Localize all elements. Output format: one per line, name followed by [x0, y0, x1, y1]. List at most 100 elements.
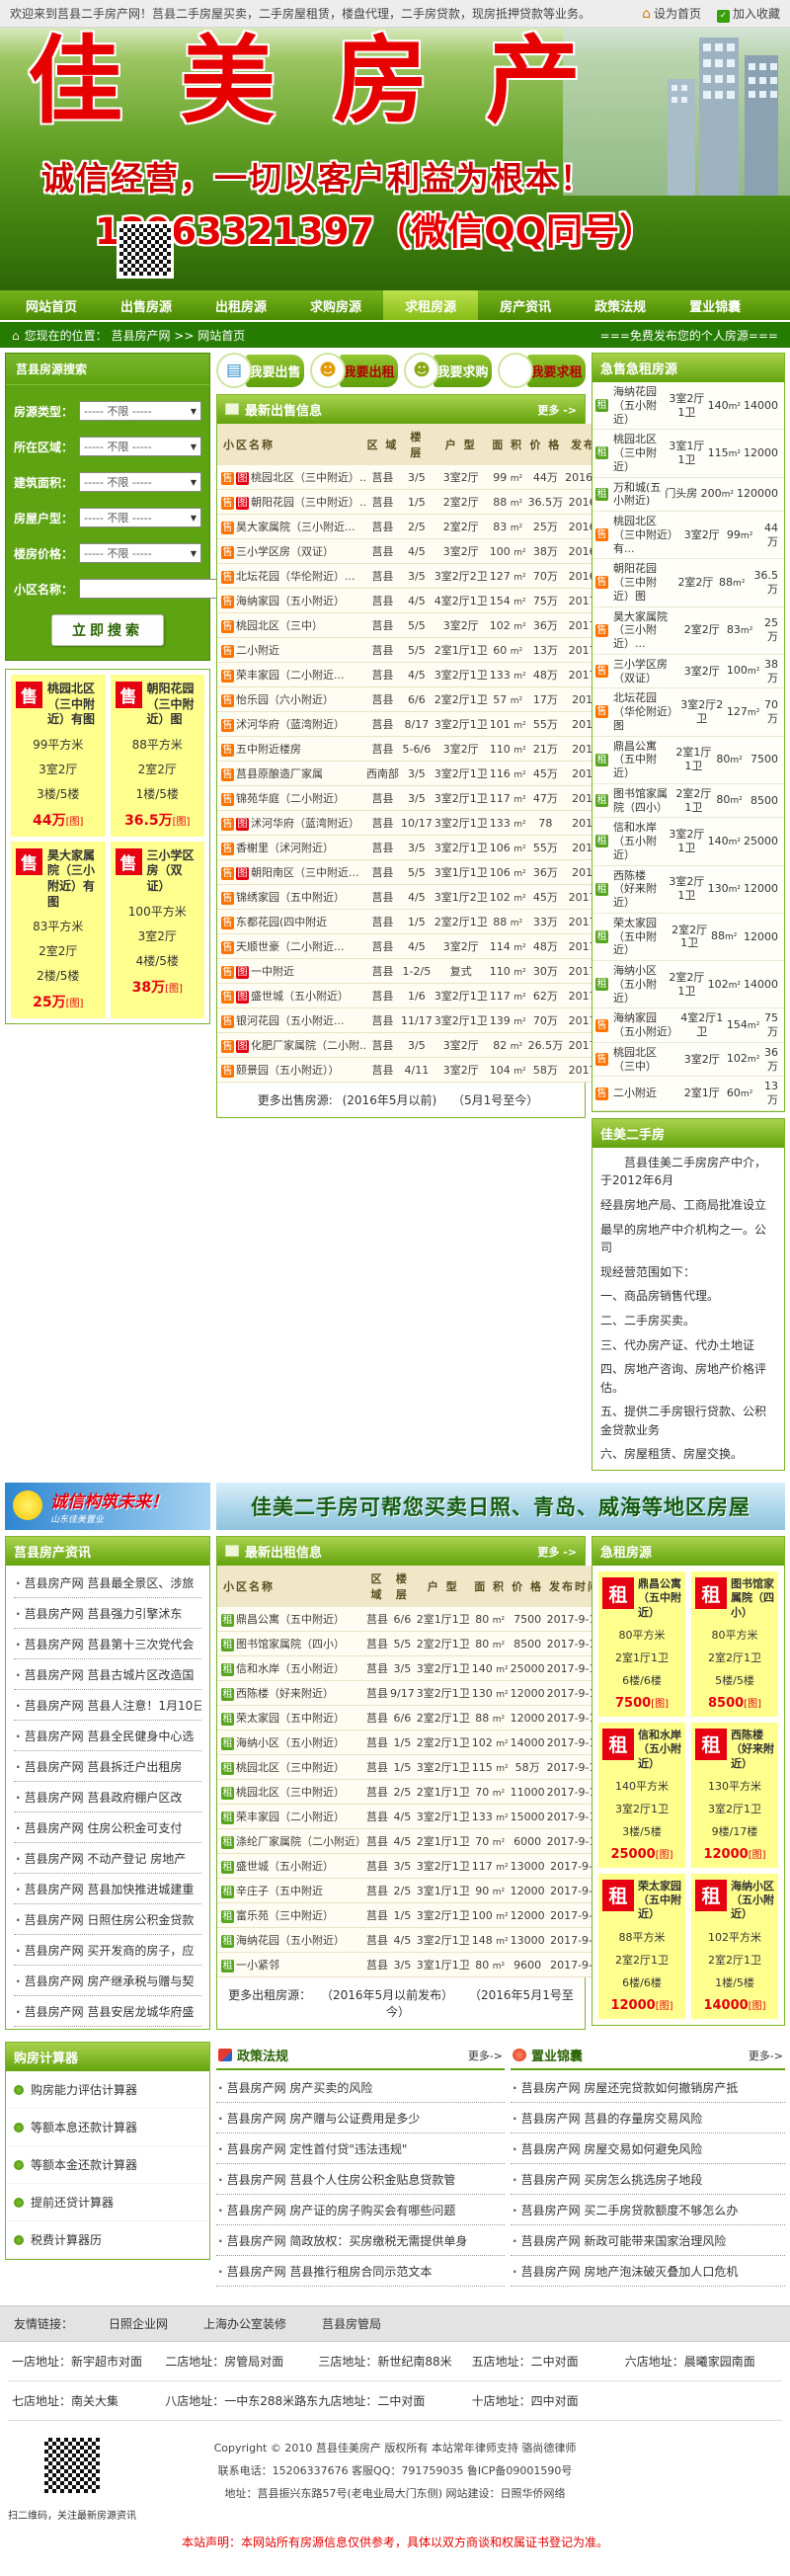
calculator-link[interactable]: 等额本息还款计算器	[6, 2109, 209, 2147]
calculator-link[interactable]: 等额本金还款计算器	[6, 2146, 209, 2185]
news-item[interactable]: 莒县房产网 莒县全民健身中心选	[14, 1721, 201, 1752]
tips-item[interactable]: 莒县房产网 房屋交易如何避免风险	[511, 2133, 785, 2165]
policy-item[interactable]: 莒县房产网 简政放权：买房缴税无需提供单身	[216, 2225, 505, 2257]
rent-archive-link[interactable]: （2016年5月以前发布）	[321, 1988, 454, 2003]
search-select[interactable]: ----- 不限 ----- ▼	[79, 543, 201, 563]
listing-name[interactable]: 二小附近	[613, 1087, 657, 1100]
listing-name[interactable]: 昊大家属院（三小附近）...	[613, 609, 668, 651]
photo-tag: [图]	[655, 1849, 673, 1861]
news-item[interactable]: 莒县房产网 莒县政府棚户区改	[14, 1782, 201, 1813]
nav-item[interactable]: 网站首页	[26, 299, 78, 315]
featured-card[interactable]: 售 昊大家属院（三小附近）有图 83平方米 2室2厅 2楼/5楼 25万[图]	[11, 841, 106, 1019]
breadcrumb-path[interactable]: 莒县房产网 >> 网站首页	[111, 328, 246, 343]
search-select[interactable]: ----- 不限 ----- ▼	[79, 437, 201, 456]
news-item[interactable]: 莒县房产网 买开发商的房子，应	[14, 1935, 201, 1967]
listing-name[interactable]: 朝阳花园（三中附近）图	[613, 562, 657, 603]
policy-item[interactable]: 莒县房产网 房产赠与公证费用是多少	[216, 2103, 505, 2134]
listing-name[interactable]: 三小学区房（双证）	[613, 657, 668, 684]
policy-item[interactable]: 莒县房产网 莒县个人住房公积金贴息贷款管	[216, 2164, 505, 2196]
nav-item[interactable]: 房产资讯	[500, 299, 552, 315]
news-item[interactable]: 莒县房产网 住房公积金可支付	[14, 1812, 201, 1844]
search-select[interactable]: ----- 不限 ----- ▼	[79, 472, 201, 492]
friend-link[interactable]: 莒县房管局	[322, 2317, 382, 2332]
search-select[interactable]: ----- 不限 ----- ▼	[79, 508, 201, 527]
news-item[interactable]: 莒县房产网 莒县强力引擎沭东	[14, 1598, 201, 1630]
listing-name[interactable]: 图书馆家属院（四小）	[613, 786, 668, 814]
action-button[interactable]: 我要出租	[310, 353, 398, 388]
listing-name[interactable]: 鼎昌公寓（五中附近）	[613, 739, 657, 780]
friend-link[interactable]: 日照企业网	[109, 2317, 169, 2332]
sale-archive-link[interactable]: (2016年5月以前)	[342, 1093, 437, 1107]
news-item[interactable]: 莒县房产网 莒县古城片区改造国	[14, 1659, 201, 1691]
add-favorite-link[interactable]: ✓ 加入收藏	[716, 5, 780, 23]
action-button[interactable]: 我要求租	[498, 353, 586, 388]
free-post-link[interactable]: ===免费发布您的个人房源===	[599, 328, 778, 343]
listing-name[interactable]: 海纳花园（五小附近）	[613, 385, 657, 426]
sale-badge: 售	[221, 571, 234, 584]
news-item[interactable]: 莒县房产网 日照住房公积金贷款	[14, 1904, 201, 1936]
listing-name[interactable]: 桃园北区（三中附近）	[613, 433, 657, 473]
listing-name[interactable]: 桃园北区（三中附近）有...	[613, 515, 673, 555]
news-item[interactable]: 莒县房产网 房产继承税与赠与契	[14, 1966, 201, 1997]
friend-link[interactable]: 上海办公室装修	[203, 2317, 287, 2332]
listing-name[interactable]: 荣太家园（五中附近）	[613, 916, 657, 957]
chevron-down-icon: ▼	[190, 513, 197, 523]
urgent-rent-card[interactable]: 租 图书馆家属院（四小） 80平方米 2室2厅1卫 5楼/5楼 8500[图]	[691, 1571, 778, 1717]
urgent-rent-card[interactable]: 租 西陈楼（好来附近） 130平方米 3室2厅1卫 9楼/17楼 12000[图…	[691, 1722, 778, 1868]
nav-item[interactable]: 出售房源	[120, 299, 173, 315]
featured-card[interactable]: 售 桃园北区（三中附近）有图 99平方米 3室2厅 3楼/5楼 44万[图]	[11, 675, 106, 837]
news-item[interactable]: 莒县房产网 莒县人注意！1月10日	[14, 1690, 201, 1722]
policy-item[interactable]: 莒县房产网 定性首付贷"违法违规"	[216, 2133, 505, 2165]
tips-item[interactable]: 莒县房产网 买二手房贷款额度不够怎么办	[511, 2195, 785, 2226]
listing-name[interactable]: 桃园北区（三中）	[613, 1045, 657, 1073]
news-item[interactable]: 莒县房产网 不动产登记 房地产	[14, 1843, 201, 1875]
nav-item[interactable]: 出租房源	[215, 299, 268, 315]
nav-item[interactable]: 政策法规	[594, 299, 647, 315]
tips-item[interactable]: 莒县房产网 新政可能带来国家治理风险	[511, 2225, 785, 2257]
action-button[interactable]: 我要求购	[404, 353, 492, 388]
calculator-link[interactable]: 购房能力评估计算器	[6, 2071, 209, 2110]
set-home-link[interactable]: ⌂ 设为首页	[642, 6, 701, 22]
news-item[interactable]: 莒县房产网 莒县加快推进城建重	[14, 1874, 201, 1905]
community-input[interactable]	[79, 579, 228, 599]
more-policy-link[interactable]: 更多->	[467, 2049, 503, 2062]
news-item[interactable]: 莒县房产网 莒县最全景区、涉旅	[14, 1568, 201, 1599]
sale-recent-link[interactable]: （5月1号至今）	[451, 1093, 539, 1107]
listing-name[interactable]: 西陈楼（好来附近）	[613, 868, 657, 910]
calculator-link[interactable]: 提前还贷计算器	[6, 2184, 209, 2222]
nav-item[interactable]: 置业锦囊	[689, 299, 742, 315]
address-text: 地址：莒县振兴东路57号(老电业局大门东侧) 网站建设：日照华侨网络	[224, 2487, 566, 2501]
action-button[interactable]: 我要出售	[216, 353, 304, 388]
tips-item[interactable]: 莒县房产网 莒县的存量房交易风险	[511, 2103, 785, 2134]
more-sale-link[interactable]: 更多 ->	[537, 403, 577, 417]
featured-card[interactable]: 售 朝阳花园（三中附近）图 88平方米 2室2厅 1楼/5楼 36.5万[图]	[110, 675, 204, 837]
search-select[interactable]: ----- 不限 ----- ▼	[79, 401, 201, 421]
calculator-link[interactable]: 税费计算器历	[6, 2221, 209, 2260]
listing-name[interactable]: 海纳家园（五小附近）	[613, 1011, 678, 1038]
urgent-rent-card[interactable]: 租 信和水岸（五小附近） 140平方米 3室2厅1卫 3楼/5楼 25000[图…	[598, 1722, 685, 1868]
more-tips-link[interactable]: 更多->	[748, 2049, 783, 2062]
nav-item[interactable]: 求购房源	[310, 299, 362, 315]
tips-item[interactable]: 莒县房产网 买房怎么挑选房子地段	[511, 2164, 785, 2196]
news-item[interactable]: 莒县房产网 莒县第十三次党代会	[14, 1629, 201, 1660]
tips-item[interactable]: 莒县房产网 房地产泡沫破灭叠加人口危机	[511, 2256, 785, 2288]
featured-card[interactable]: 售 三小学区房（双证） 100平方米 3室2厅 4楼/5楼 38万[图]	[110, 841, 204, 1019]
policy-item[interactable]: 莒县房产网 房产证的房子购买会有哪些问题	[216, 2195, 505, 2226]
listing-name[interactable]: 信和水岸（五小附近）	[613, 821, 657, 861]
more-rent-link[interactable]: 更多 ->	[537, 1545, 577, 1559]
urgent-rent-card[interactable]: 租 荣太家园（五中附近） 88平方米 2室2厅1卫 6楼/6楼 12000[图]	[598, 1873, 685, 2019]
nav-item[interactable]: 求租房源	[383, 290, 479, 320]
policy-item[interactable]: 莒县房产网 莒县推行租房合同示范文本	[216, 2256, 505, 2288]
type-badge: 售	[595, 705, 608, 719]
news-item[interactable]: 莒县房产网 莒县安居龙城华府盛	[14, 1996, 201, 2028]
policy-item[interactable]: 莒县房产网 房产买卖的风险	[216, 2072, 505, 2104]
news-item[interactable]: 莒县房产网 莒县拆迁户出租房	[14, 1751, 201, 1783]
urgent-rent-card[interactable]: 租 海纳小区（五小附近） 102平方米 2室2厅1卫 1楼/5楼 14000[图…	[691, 1873, 778, 2019]
listing-name[interactable]: 万和城(五小附近)	[613, 480, 662, 508]
urgent-rent-card[interactable]: 租 鼎昌公寓（五中附近） 80平方米 2室1厅1卫 6楼/6楼 7500[图]	[598, 1571, 685, 1717]
listing-name[interactable]: 北坛花园（华伦附近）图	[613, 691, 673, 732]
listing-name[interactable]: 海纳小区（五小附近）	[613, 964, 657, 1005]
tips-item[interactable]: 莒县房产网 房屋还完贷款如何撤销房产抵	[511, 2072, 785, 2104]
search-button[interactable]: 立即搜索	[51, 614, 164, 646]
